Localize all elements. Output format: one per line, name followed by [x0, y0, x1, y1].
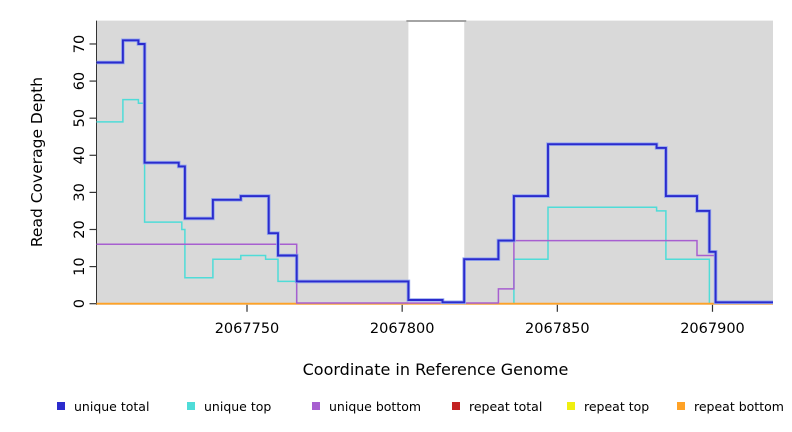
y-axis-tick-label: 20	[72, 220, 88, 238]
legend-swatch-unique-total	[57, 402, 65, 410]
legend-label: unique bottom	[329, 398, 422, 414]
legend-swatch-unique-top	[187, 402, 195, 410]
legend-item-unique-top: unique top	[187, 397, 271, 415]
legend-swatch-repeat-bottom	[677, 402, 685, 410]
x-axis-tick-label: 2067800	[370, 321, 435, 337]
masked-region-top-bar	[406, 20, 467, 22]
legend-swatch-unique-bottom	[312, 402, 320, 410]
legend-label: repeat bottom	[694, 398, 784, 414]
legend: unique total unique top unique bottom repea…	[0, 397, 792, 417]
legend-label: repeat total	[469, 398, 543, 414]
y-axis-tick-label: 70	[72, 35, 88, 53]
legend-label: repeat top	[584, 398, 650, 414]
y-axis-tick-label: 40	[72, 146, 88, 164]
series-unique-total-line	[96, 39, 773, 304]
legend-label: unique top	[204, 398, 272, 414]
legend-swatch-repeat-top	[567, 402, 575, 410]
legend-item-repeat-bottom: repeat bottom	[677, 397, 784, 415]
y-axis-tick-label: 10	[72, 257, 88, 275]
legend-item-repeat-top: repeat top	[567, 397, 649, 415]
y-axis-tick-label: 30	[72, 183, 88, 201]
y-axis-title: Read Coverage Depth	[28, 76, 46, 248]
x-axis-title: Coordinate in Reference Genome	[302, 360, 569, 379]
x-axis-tick-label: 2067900	[680, 321, 745, 337]
y-axis-tick-label: 60	[72, 72, 88, 90]
legend-item-unique-total: unique total	[57, 397, 149, 415]
masked-region	[408, 20, 465, 305]
y-axis-tick-label: 50	[72, 109, 88, 127]
legend-item-repeat-total: repeat total	[452, 397, 542, 415]
x-axis-tick-label: 2067750	[215, 321, 280, 337]
legend-swatch-repeat-total	[452, 402, 460, 410]
y-axis-tick-label: 0	[72, 299, 88, 308]
legend-item-unique-bottom: unique bottom	[312, 397, 421, 415]
x-axis-tick-label: 2067850	[525, 321, 590, 337]
legend-label: unique total	[74, 398, 150, 414]
